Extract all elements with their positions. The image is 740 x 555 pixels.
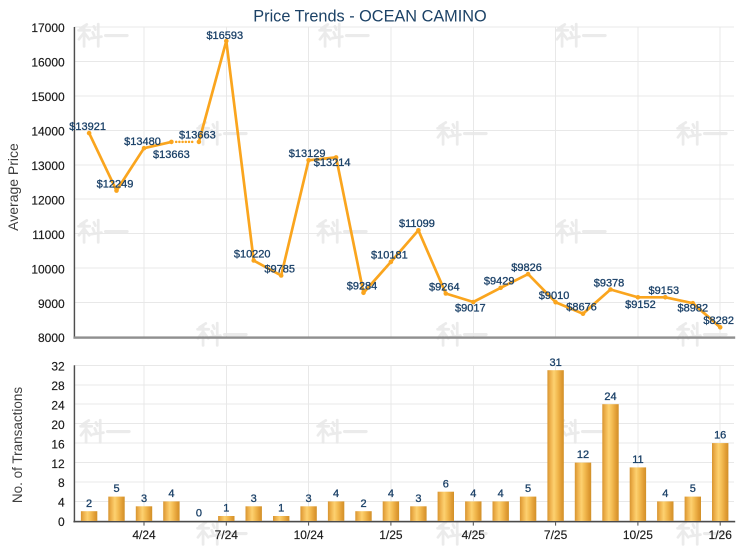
svg-text:2: 2 [86,498,92,510]
svg-text:$9152: $9152 [625,299,656,311]
svg-text:$13214: $13214 [314,157,351,169]
svg-text:3: 3 [141,493,147,505]
svg-text:5: 5 [690,483,696,495]
svg-text:Average Price: Average Price [5,143,21,231]
svg-text:11: 11 [632,454,643,466]
svg-text:20: 20 [51,418,65,432]
svg-text:4: 4 [388,488,394,500]
svg-text:3: 3 [251,493,257,505]
svg-text:$9429: $9429 [484,276,515,288]
svg-text:10/24: 10/24 [294,528,324,542]
svg-text:$13129: $13129 [289,148,326,160]
svg-text:16: 16 [714,430,726,442]
svg-text:16000: 16000 [31,56,65,70]
svg-text:5: 5 [113,483,119,495]
svg-text:13000: 13000 [31,159,65,173]
svg-text:$9153: $9153 [649,285,680,297]
svg-text:$9010: $9010 [539,290,570,302]
svg-text:0: 0 [196,508,202,520]
svg-text:$11099: $11099 [399,218,435,230]
svg-text:31: 31 [549,357,561,369]
svg-text:3: 3 [306,493,312,505]
svg-text:12000: 12000 [31,193,65,207]
svg-text:9000: 9000 [38,297,65,311]
svg-text:32: 32 [51,360,65,374]
svg-text:12: 12 [577,449,589,461]
svg-text:$8282: $8282 [703,315,734,327]
svg-text:14000: 14000 [31,125,65,139]
svg-text:4: 4 [470,488,476,500]
svg-text:$9264: $9264 [429,281,460,293]
svg-text:$8982: $8982 [678,303,709,315]
svg-text:10000: 10000 [31,262,65,276]
svg-text:4: 4 [58,496,65,510]
svg-text:$9017: $9017 [455,303,486,315]
svg-text:$13480: $13480 [124,136,161,148]
svg-text:6: 6 [443,478,449,490]
svg-text:4: 4 [498,488,504,500]
svg-text:$9785: $9785 [264,263,295,275]
svg-text:10/25: 10/25 [623,528,653,542]
svg-text:$9378: $9378 [594,277,625,289]
svg-text:1/26: 1/26 [709,528,733,542]
svg-text:3: 3 [415,493,421,505]
svg-text:$13921: $13921 [69,121,106,133]
svg-text:No. of Transactions: No. of Transactions [10,387,25,504]
svg-text:1/25: 1/25 [379,528,403,542]
svg-text:8000: 8000 [38,331,65,345]
svg-text:8: 8 [58,476,65,490]
svg-text:12: 12 [51,457,65,471]
svg-text:24: 24 [51,398,65,412]
svg-text:$9284: $9284 [347,281,378,293]
svg-text:16: 16 [51,437,65,451]
svg-text:$10181: $10181 [371,250,408,262]
svg-text:$13663: $13663 [179,130,216,142]
svg-text:$12249: $12249 [97,178,134,190]
svg-text:$9826: $9826 [511,262,542,274]
svg-text:15000: 15000 [31,90,65,104]
svg-text:4: 4 [662,488,668,500]
svg-text:1: 1 [278,503,284,515]
svg-text:$8676: $8676 [566,302,597,314]
svg-text:Price Trends - OCEAN CAMINO: Price Trends - OCEAN CAMINO [253,8,486,26]
svg-text:4: 4 [168,488,174,500]
svg-text:7/25: 7/25 [544,528,568,542]
svg-text:4/25: 4/25 [462,528,486,542]
svg-text:$16593: $16593 [206,30,243,42]
svg-text:1: 1 [223,503,229,515]
svg-text:11000: 11000 [32,228,65,242]
svg-text:2: 2 [360,498,366,510]
svg-text:4/24: 4/24 [132,528,156,542]
svg-text:0: 0 [58,515,65,529]
svg-text:$10220: $10220 [234,248,271,260]
svg-text:24: 24 [604,391,616,403]
svg-text:7/24: 7/24 [215,528,239,542]
svg-text:4: 4 [333,488,339,500]
svg-text:17000: 17000 [31,21,65,35]
svg-text:28: 28 [51,379,65,393]
svg-text:$13663: $13663 [153,149,190,161]
svg-text:5: 5 [525,483,531,495]
